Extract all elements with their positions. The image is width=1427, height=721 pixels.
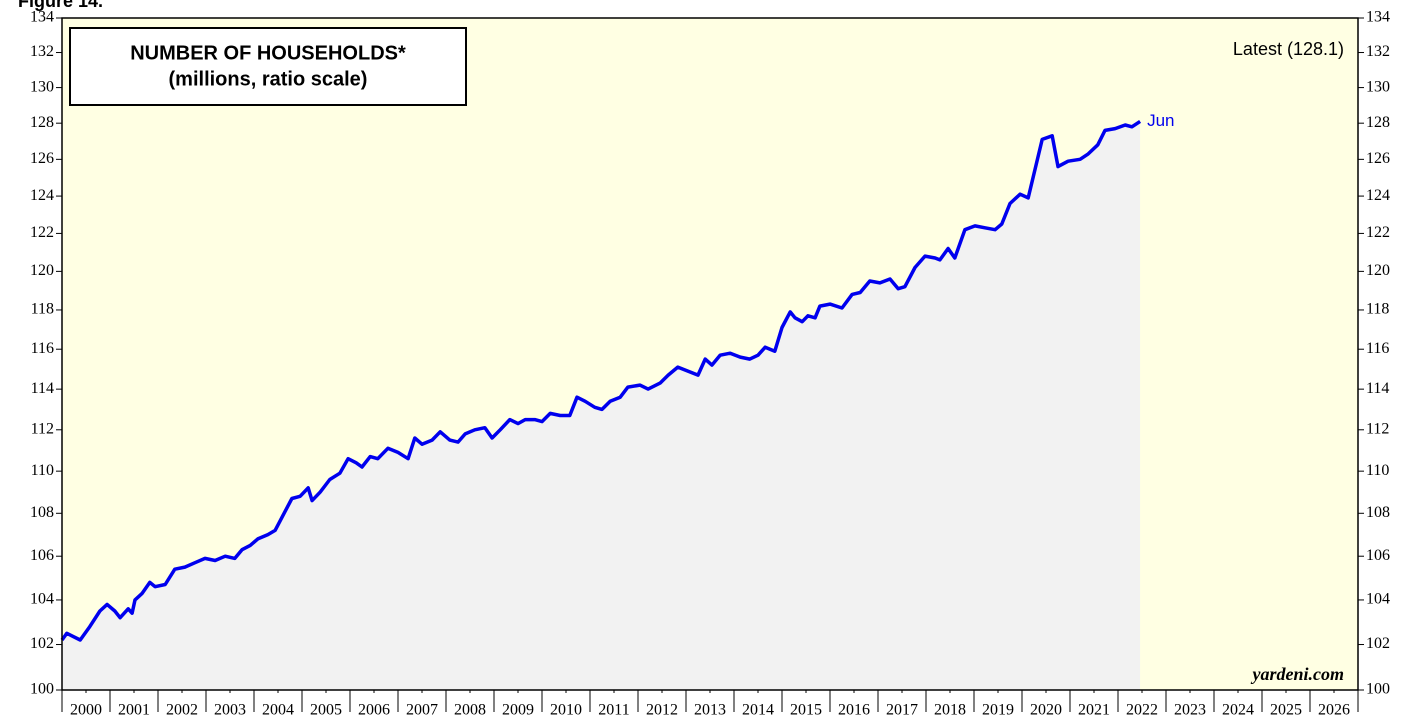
y2-tick-label: 124 [1366, 187, 1390, 204]
y2-tick-label: 122 [1366, 224, 1390, 241]
x-tick-label: 2003 [214, 702, 246, 719]
y-tick-label: 108 [30, 504, 54, 521]
x-tick-label: 2008 [454, 702, 486, 719]
x-tick-label: 2015 [790, 702, 822, 719]
y2-tick-label: 118 [1366, 301, 1389, 318]
y2-tick-label: 108 [1366, 504, 1390, 521]
y2-tick-label: 106 [1366, 547, 1390, 564]
y-tick-label: 100 [30, 681, 54, 698]
x-tick-label: 2020 [1030, 702, 1062, 719]
figure-label: Figure 14. [18, 0, 103, 11]
title-box [69, 27, 467, 106]
chart-title: NUMBER OF HOUSEHOLDS* [130, 42, 406, 64]
x-tick-label: 2023 [1174, 702, 1206, 719]
y-tick-label: 130 [30, 78, 54, 95]
x-tick-label: 2019 [982, 702, 1014, 719]
y2-tick-label: 110 [1366, 462, 1389, 479]
end-label: Jun [1147, 111, 1174, 130]
x-tick-label: 2006 [358, 702, 390, 719]
x-tick-label: 2005 [310, 702, 342, 719]
x-tick-label: 2007 [406, 702, 438, 719]
x-tick-label: 2011 [598, 702, 629, 719]
x-tick-label: 2018 [934, 702, 966, 719]
y2-tick-label: 132 [1366, 43, 1390, 60]
chart-subtitle: (millions, ratio scale) [169, 68, 368, 90]
y2-tick-label: 126 [1366, 150, 1390, 167]
x-tick-label: 2010 [550, 702, 582, 719]
x-tick-label: 2014 [742, 702, 774, 719]
y-tick-label: 112 [31, 420, 54, 437]
y2-tick-label: 104 [1366, 591, 1390, 608]
y-tick-label: 104 [30, 591, 54, 608]
latest-annotation: Latest (128.1) [1233, 39, 1344, 59]
y2-tick-label: 120 [1366, 262, 1390, 279]
y2-tick-label: 102 [1366, 635, 1390, 652]
x-tick-label: 2025 [1270, 702, 1302, 719]
y-tick-label: 126 [30, 150, 54, 167]
x-tick-label: 2002 [166, 702, 198, 719]
y-tick-label: 128 [30, 114, 54, 131]
x-tick-label: 2024 [1222, 702, 1254, 719]
y-tick-label: 120 [30, 262, 54, 279]
x-tick-label: 2017 [886, 702, 918, 719]
y-tick-label: 102 [30, 635, 54, 652]
y-tick-label: 124 [30, 187, 54, 204]
x-tick-label: 2009 [502, 702, 534, 719]
x-tick-label: 2001 [118, 702, 150, 719]
y2-tick-label: 130 [1366, 78, 1390, 95]
area [62, 121, 1141, 690]
y-tick-label: 134 [30, 9, 54, 26]
y2-tick-label: 134 [1366, 9, 1390, 26]
x-tick-label: 2012 [646, 702, 678, 719]
y2-tick-label: 112 [1366, 420, 1389, 437]
line [60, 119, 1142, 642]
y2-tick-label: 100 [1366, 681, 1390, 698]
x-tick-label: 2021 [1078, 702, 1110, 719]
source-note: yardeni.com [1251, 664, 1345, 684]
x-tick-label: 2016 [838, 702, 870, 719]
x-tick-label: 2004 [262, 702, 294, 719]
x-tick-label: 2026 [1318, 702, 1350, 719]
y-tick-label: 132 [30, 43, 54, 60]
y-tick-label: 106 [30, 547, 54, 564]
y-tick-label: 118 [31, 301, 54, 318]
plot-layer [60, 119, 1142, 690]
y2-tick-label: 128 [1366, 114, 1390, 131]
y-tick-label: 110 [31, 462, 54, 479]
y-tick-label: 116 [31, 340, 54, 357]
x-tick-label: 2013 [694, 702, 726, 719]
y-tick-label: 122 [30, 224, 54, 241]
y2-tick-label: 114 [1366, 380, 1389, 397]
y-tick-label: 114 [31, 380, 54, 397]
y2-tick-label: 116 [1366, 340, 1389, 357]
x-tick-label: 2022 [1126, 702, 1158, 719]
x-tick-label: 2000 [70, 702, 102, 719]
